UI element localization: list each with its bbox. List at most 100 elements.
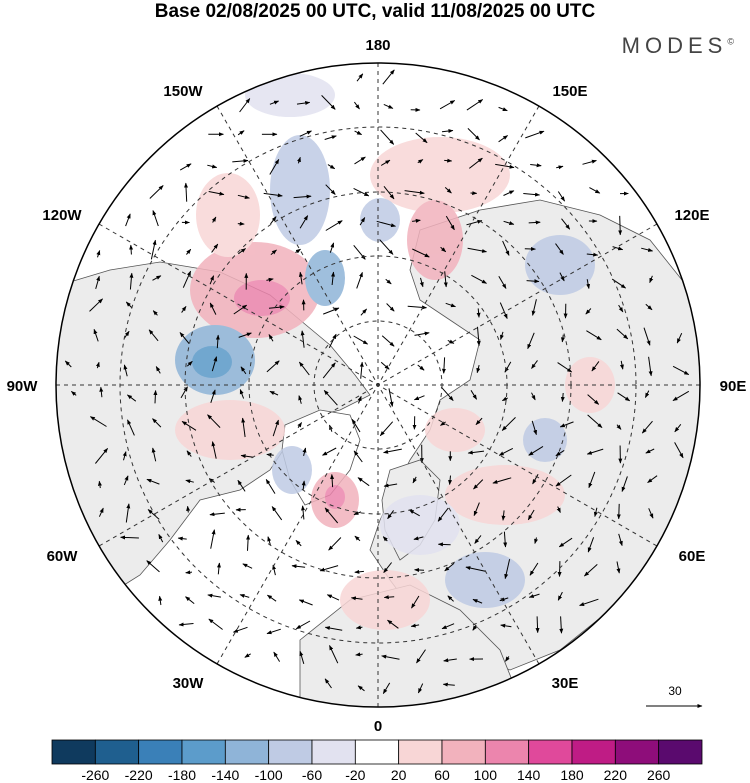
wind-vector-arrow xyxy=(150,239,157,260)
anomaly-neg-arctic xyxy=(360,198,400,242)
wind-vector-arrow xyxy=(648,508,654,519)
wind-vector-arrow xyxy=(357,685,365,692)
wind-vector-arrow xyxy=(586,279,591,289)
wind-vector-arrow xyxy=(676,332,683,344)
wind-vector-arrow xyxy=(267,536,272,546)
wind-vector-arrow xyxy=(534,537,538,544)
wind-vector-arrow xyxy=(498,106,508,112)
wind-vector-arrow xyxy=(155,366,161,374)
wind-vector-arrow xyxy=(647,475,658,484)
wind-vector-arrow xyxy=(354,156,366,165)
wind-vector-arrow xyxy=(472,625,477,631)
wind-vector-arrow xyxy=(186,248,192,255)
wind-vector-arrow xyxy=(148,329,159,342)
wind-vector-arrow xyxy=(180,386,188,399)
wind-vector-arrow xyxy=(185,570,193,575)
colorbar-label: 140 xyxy=(517,767,541,783)
wind-vector-arrow xyxy=(410,623,420,628)
wind-vector-arrow xyxy=(498,275,507,289)
wind-vector-arrow xyxy=(444,158,453,163)
wind-vector-arrow xyxy=(649,275,654,284)
wind-vector-arrow xyxy=(331,271,336,286)
wind-vector-arrow xyxy=(272,419,279,437)
wind-vector-arrow xyxy=(381,654,400,660)
wind-vector-arrow xyxy=(447,339,455,344)
anomaly-neg-pacific-north xyxy=(245,73,335,117)
wind-vector-arrow xyxy=(211,356,218,372)
wind-vector-arrow xyxy=(380,361,390,370)
label-90w: 90W xyxy=(7,378,39,395)
colorbar-swatch xyxy=(484,739,530,765)
colorbar-label: 100 xyxy=(474,767,498,783)
wind-vector-arrow xyxy=(413,536,424,541)
wind-vector-arrow xyxy=(324,678,332,689)
wind-vector-arrow xyxy=(293,194,312,199)
wind-vector-arrow xyxy=(269,100,280,105)
wind-vector-arrow xyxy=(437,542,451,547)
wind-vector-arrow xyxy=(383,103,394,109)
wind-vector-arrow xyxy=(618,304,624,313)
wind-vector-arrow xyxy=(500,623,512,628)
wind-vector-arrow xyxy=(587,414,603,428)
colorbar-label: -260 xyxy=(81,767,109,783)
wind-vector-arrow xyxy=(295,620,311,630)
wind-vector-arrow xyxy=(296,101,311,105)
wind-vector-arrow xyxy=(123,475,129,486)
wind-vector-arrow xyxy=(359,217,366,226)
wind-vector-arrow xyxy=(99,386,104,398)
wind-vector-arrow xyxy=(71,391,77,396)
wind-vector-arrow xyxy=(325,220,343,231)
label-60w: 60W xyxy=(47,548,79,565)
wind-vector-arrow xyxy=(579,598,599,606)
wind-vector-arrow xyxy=(323,390,338,406)
wind-vector-arrow xyxy=(445,302,456,308)
wind-vector-arrow xyxy=(616,328,629,340)
wind-vector-arrow xyxy=(357,395,362,404)
wind-vector-arrow xyxy=(327,164,336,170)
wind-vector-arrow xyxy=(504,656,510,662)
wind-vector-arrow xyxy=(556,506,561,513)
wind-vector-arrow xyxy=(350,596,363,601)
wind-vector-arrow xyxy=(584,564,598,577)
wind-vector-arrow xyxy=(301,505,306,520)
wind-vector-arrow xyxy=(441,129,454,134)
wind-vector-arrow xyxy=(353,335,369,345)
copyright-mark: © xyxy=(727,36,734,47)
anomaly-neg-caspian xyxy=(445,552,525,608)
wind-vector-arrow xyxy=(181,420,197,431)
wind-vector-arrow xyxy=(416,649,426,664)
wind-vector-arrow xyxy=(559,421,574,428)
wind-vector-arrow xyxy=(476,326,481,347)
label-30w: 30W xyxy=(173,675,205,692)
wind-vector-arrow xyxy=(643,327,651,346)
wind-vector-arrow xyxy=(616,424,622,430)
wind-vector-arrow xyxy=(120,535,139,540)
wind-vector-arrow xyxy=(271,506,283,521)
wind-vector-arrow xyxy=(302,447,307,457)
wind-vector-arrow xyxy=(621,476,628,492)
wind-vector-arrow xyxy=(380,129,395,145)
wind-vector-arrow xyxy=(125,213,131,227)
wind-vector-arrow xyxy=(468,157,483,169)
wind-vector-arrow xyxy=(672,390,690,402)
wind-vector-arrow xyxy=(555,474,572,487)
wind-vector-arrow xyxy=(237,194,250,199)
wind-vectors xyxy=(64,69,690,695)
colorbar-label: -100 xyxy=(255,767,283,783)
wind-vector-arrow xyxy=(558,537,573,548)
wind-vector-arrow xyxy=(299,130,312,137)
wind-vector-arrow xyxy=(447,595,454,602)
wind-vector-arrow xyxy=(531,299,537,316)
wind-vector-arrow xyxy=(291,564,306,569)
wind-vector-arrow xyxy=(186,450,192,457)
wind-vector-arrow xyxy=(412,218,421,223)
wind-vector-arrow xyxy=(645,303,653,311)
wind-vector-arrow xyxy=(151,447,157,462)
wind-vector-arrow xyxy=(122,451,127,461)
wind-vector-arrow xyxy=(557,362,573,373)
wind-vector-arrow xyxy=(414,331,430,336)
wind-vector-arrow xyxy=(351,418,361,433)
wind-vector-arrow xyxy=(323,307,340,315)
wind-vector-arrow xyxy=(266,628,281,635)
